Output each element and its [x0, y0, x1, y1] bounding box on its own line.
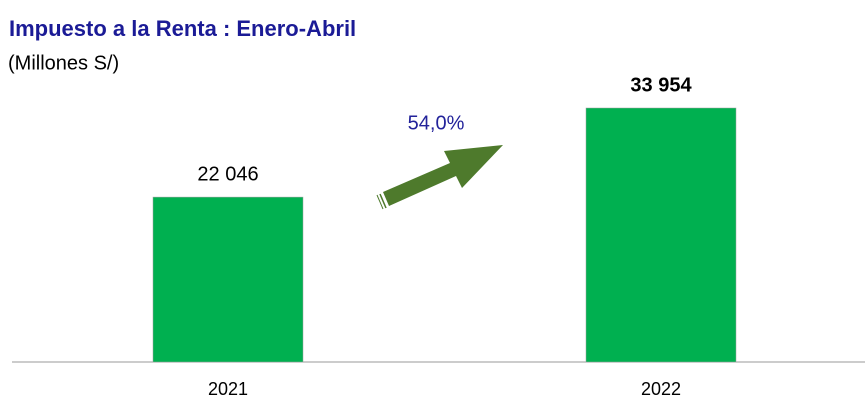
bar: [585, 107, 737, 363]
annotation: 54,0%: [408, 112, 465, 134]
growth-arrow: [376, 145, 503, 210]
x-tick-label: 2022: [641, 379, 681, 399]
data-label: 22 046: [197, 163, 258, 185]
x-tick-label: 2021: [208, 379, 248, 399]
chart-title: Impuesto a la Renta : Enero-Abril: [9, 16, 356, 41]
chart-subtitle: (Millones S/): [8, 52, 119, 74]
bar: [152, 196, 304, 363]
data-label: 33 954: [630, 74, 692, 96]
